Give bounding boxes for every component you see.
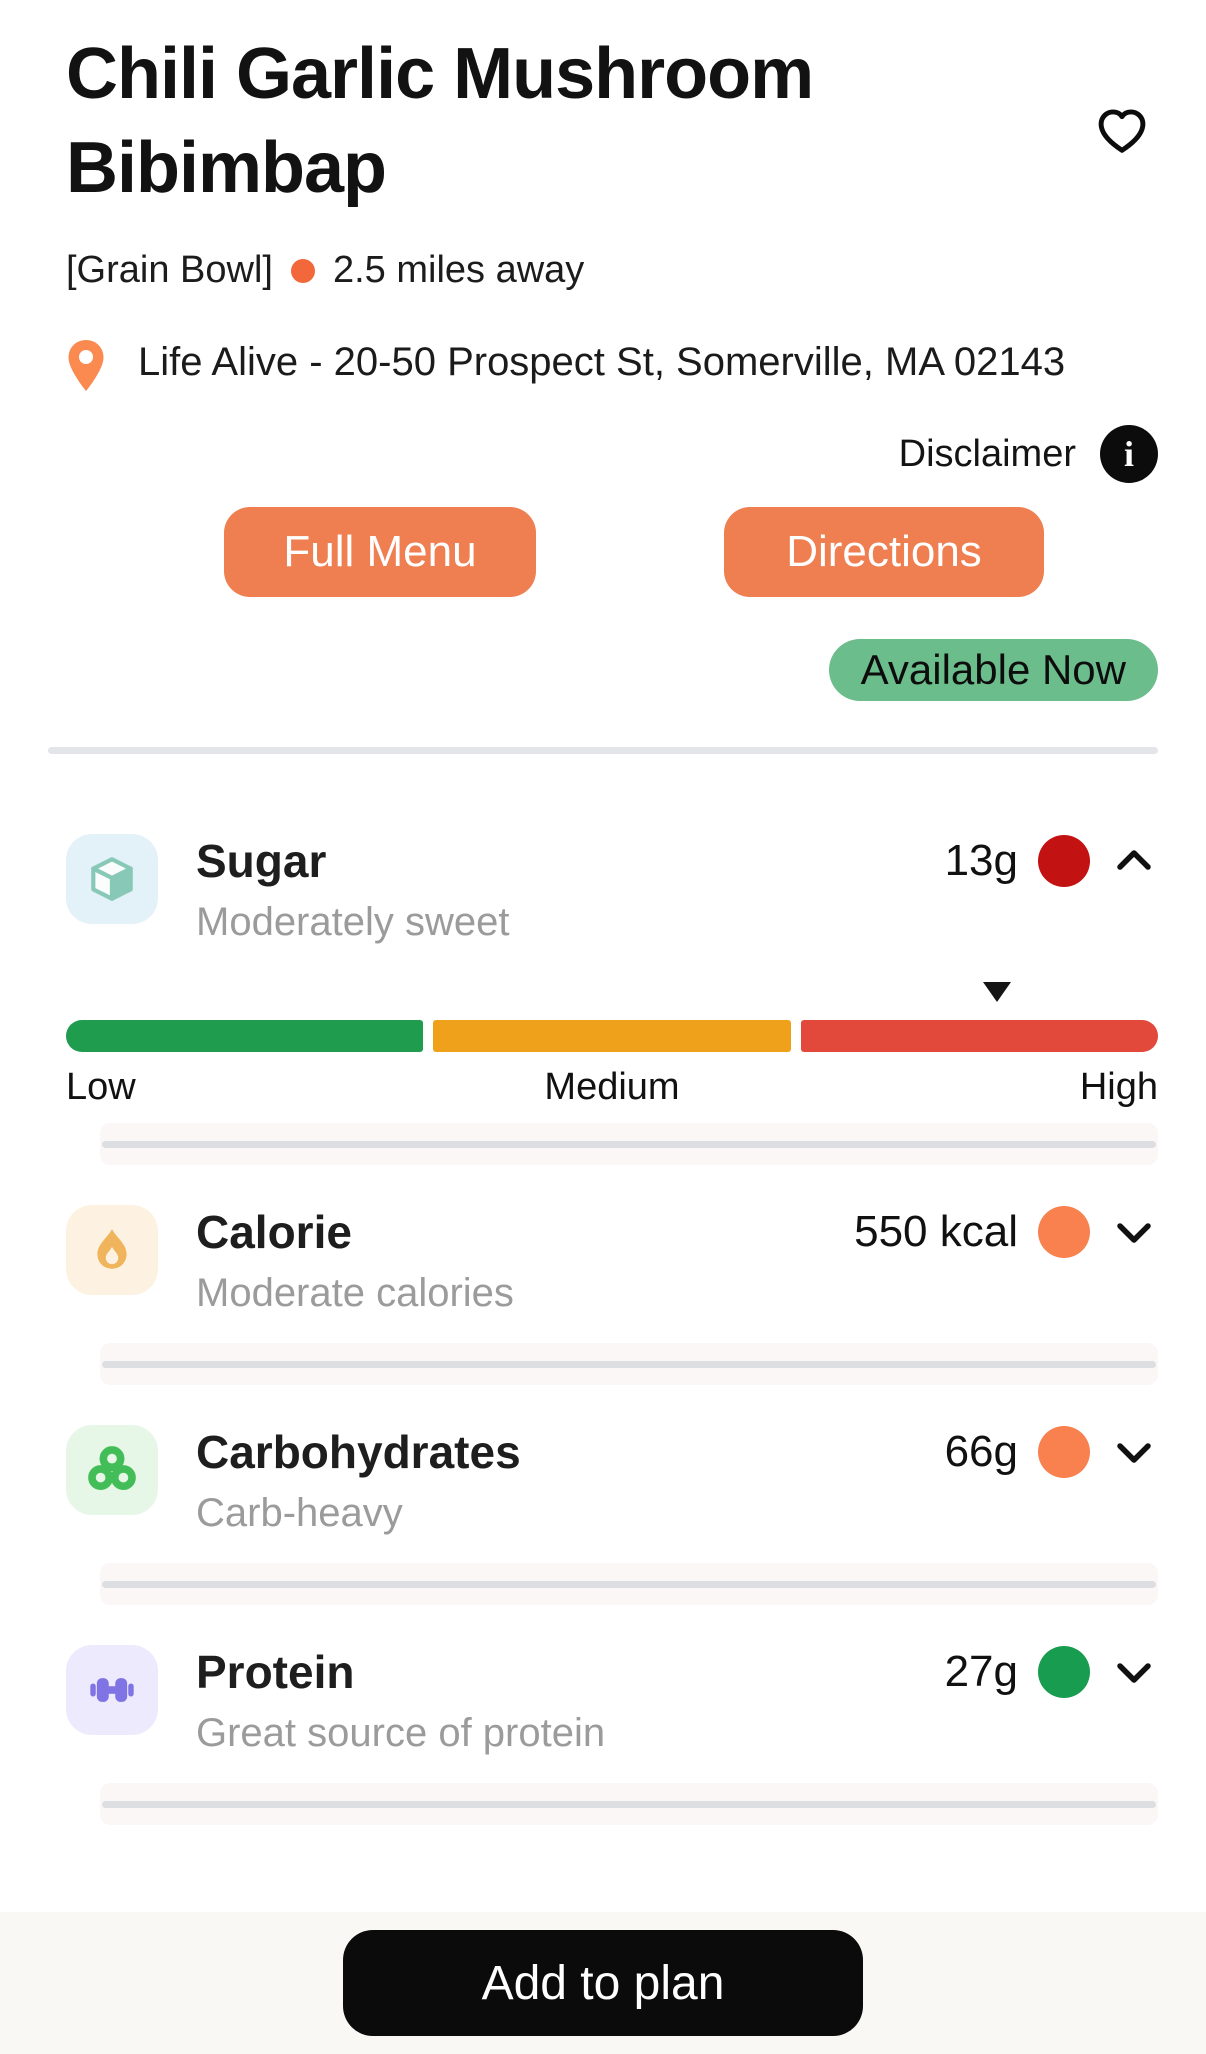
nutrient-name: Carbohydrates [196,1426,521,1479]
chevron-down-icon[interactable] [1110,1208,1158,1256]
flame-icon [66,1205,158,1296]
molecule-icon [66,1425,158,1516]
distance-label: 2.5 miles away [332,249,585,292]
nutrient-text: Sugar Moderately sweet [196,834,509,946]
status-indicator [1038,1646,1090,1699]
section-divider [48,747,1158,755]
location-row: Life Alive - 20-50 Prospect St, Somervil… [66,336,1158,399]
dot-separator-icon [290,258,315,283]
nutrient-row-carbohydrates[interactable]: Carbohydrates Carb-heavy 66g [66,1425,1158,1537]
nutrient-section-calorie: Calorie Moderate calories 550 kcal [66,1205,1158,1386]
nutrient-description: Great source of protein [196,1711,606,1756]
nutrient-name: Protein [196,1646,355,1699]
subtitle-row: [Grain Bowl] 2.5 miles away [66,249,1158,292]
dumbbell-icon [66,1645,158,1736]
nutrient-text: Calorie Moderate calories [196,1205,514,1317]
category-label: [Grain Bowl] [66,249,273,292]
heart-icon [1098,108,1146,153]
add-to-plan-button[interactable]: Add to plan [343,1930,863,2036]
disclaimer-row: Disclaimer i [66,425,1158,484]
scale-label-medium: Medium [544,1066,680,1109]
directions-button[interactable]: Directions [724,507,1044,598]
row-divider [100,1123,1158,1166]
nutrient-name: Calorie [196,1206,352,1259]
nutrient-value: 27g [944,1647,1018,1697]
row-divider [100,1783,1158,1826]
chevron-up-icon[interactable] [1110,837,1158,885]
scale-labels: Low Medium High [66,1066,1158,1109]
nutrient-text: Carbohydrates Carb-heavy [196,1425,521,1537]
scale-marker-icon [983,982,1012,1003]
sugar-cube-icon [66,834,158,925]
chevron-down-icon[interactable] [1110,1648,1158,1696]
nutrient-row-calorie[interactable]: Calorie Moderate calories 550 kcal [66,1205,1158,1317]
chevron-down-icon[interactable] [1110,1428,1158,1476]
scale-bar [66,1020,1158,1053]
scale-label-high: High [1079,1066,1158,1109]
nutrient-value: 550 kcal [854,1207,1018,1257]
bottom-bar: Add to plan [0,1912,1206,2054]
cta-row: Full Menu Directions [66,507,1158,598]
location-pin-icon [66,336,106,399]
scale-segment-medium [433,1020,791,1053]
favorite-button[interactable] [1090,100,1154,164]
sugar-level-scale: Low Medium High [66,980,1158,1109]
scale-segment-high [800,1020,1158,1053]
nutrient-section-sugar: Sugar Moderately sweet 13g [66,834,1158,1166]
nutrient-value-cluster: 550 kcal [854,1205,1158,1259]
page-title: Chili Garlic Mushroom Bibimbap [66,34,814,208]
nutrient-value: 13g [944,836,1018,886]
nutrient-section-protein: Protein Great source of protein 27g [66,1645,1158,1826]
nutrient-description: Moderately sweet [196,900,510,945]
info-icon: i [1123,434,1134,475]
nutrient-text: Protein Great source of protein [196,1645,605,1757]
address-text: Life Alive - 20-50 Prospect St, Somervil… [138,340,1066,385]
scale-segment-low [66,1020,424,1053]
nutrient-value: 66g [944,1427,1018,1477]
row-divider [100,1343,1158,1386]
status-indicator [1038,835,1090,888]
nutrient-name: Sugar [196,835,327,888]
status-indicator [1038,1206,1090,1259]
scale-label-low: Low [66,1066,136,1109]
nutrient-value-cluster: 13g [945,834,1158,888]
availability-badge: Available Now [828,639,1158,702]
nutrient-description: Moderate calories [196,1271,514,1316]
status-indicator [1038,1426,1090,1479]
badge-row: Available Now [66,639,1158,702]
disclaimer-label: Disclaimer [898,432,1076,475]
nutrient-value-cluster: 66g [945,1425,1158,1479]
nutrient-section-carbohydrates: Carbohydrates Carb-heavy 66g [66,1425,1158,1606]
nutrient-row-sugar[interactable]: Sugar Moderately sweet 13g [66,834,1158,946]
nutrient-value-cluster: 27g [945,1645,1158,1699]
full-menu-button[interactable]: Full Menu [224,507,536,598]
nutrient-row-protein[interactable]: Protein Great source of protein 27g [66,1645,1158,1757]
info-button[interactable]: i [1100,425,1158,484]
row-divider [100,1563,1158,1606]
nutrient-description: Carb-heavy [196,1491,403,1536]
